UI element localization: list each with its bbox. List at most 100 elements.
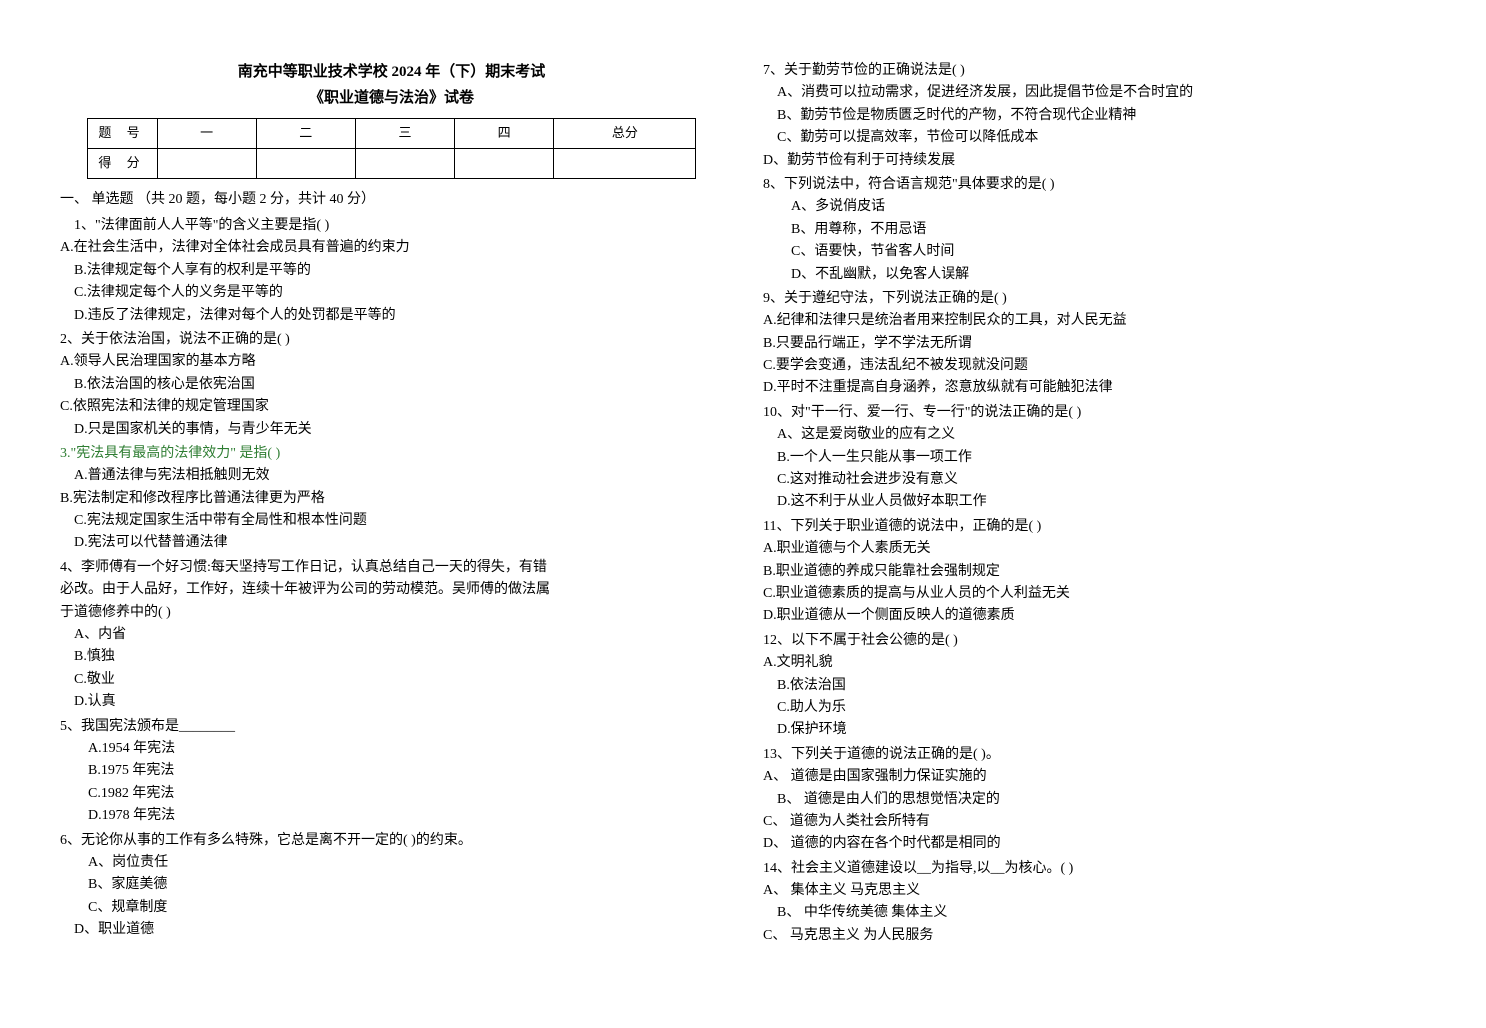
question-4: 4、李师傅有一个好习惯:每天坚持写工作日记，认真总结自己一天的得失，有错 必改。… (60, 557, 723, 714)
question-stem: 4、李师傅有一个好习惯:每天坚持写工作日记，认真总结自己一天的得失，有错 (60, 557, 723, 579)
option-b: B.依法治国的核心是依宪治国 (74, 374, 723, 396)
score-cell (455, 148, 554, 178)
option-a: A.职业道德与个人素质无关 (763, 538, 1426, 560)
option-a: A、消费可以拉动需求，促进经济发展，因此提倡节俭是不合时宜的 (777, 82, 1426, 104)
option-c: C、 马克思主义 为人民服务 (763, 925, 1426, 947)
question-stem: 8、下列说法中，符合语言规范"具体要求的是( ) (763, 174, 1426, 196)
question-13: 13、下列关于道德的说法正确的是( )。 A、 道德是由国家强制力保证实施的 B… (763, 744, 1426, 856)
option-d: D.违反了法律规定，法律对每个人的处罚都是平等的 (74, 305, 723, 327)
col-2: 二 (256, 119, 355, 149)
score-label: 题 号 (87, 119, 157, 149)
option-d: D、勤劳节俭有利于可持续发展 (763, 150, 1426, 172)
question-stem: 10、对"干一行、爱一行、专一行"的说法正确的是( ) (763, 402, 1426, 424)
option-d: D.这不利于从业人员做好本职工作 (777, 491, 1426, 513)
option-b: B.宪法制定和修改程序比普通法律更为严格 (60, 488, 723, 510)
question-stem: 12、以下不属于社会公德的是( ) (763, 630, 1426, 652)
question-stem: 5、我国宪法颁布是________ (60, 716, 723, 738)
question-stem: 6、无论你从事的工作有多么特殊，它总是离不开一定的( )的约束。 (60, 830, 723, 852)
question-stem: 9、关于遵纪守法，下列说法正确的是( ) (763, 288, 1426, 310)
question-14: 14、社会主义道德建设以__为指导,以__为核心。( ) A、 集体主义 马克思… (763, 858, 1426, 948)
exam-subtitle: 《职业道德与法治》试卷 (60, 86, 723, 110)
option-d: D、 道德的内容在各个时代都是相同的 (763, 833, 1426, 855)
question-5: 5、我国宪法颁布是________ A.1954 年宪法 B.1975 年宪法 … (60, 716, 723, 828)
col-3: 三 (355, 119, 454, 149)
question-stem: 3."宪法具有最高的法律效力" 是指( ) (60, 443, 723, 465)
col-4: 四 (455, 119, 554, 149)
option-c: C.要学会变通，违法乱纪不被发现就没问题 (763, 355, 1426, 377)
option-d: D.保护环境 (777, 719, 1426, 741)
option-d: D.1978 年宪法 (88, 805, 723, 827)
option-c: C、勤劳可以提高效率，节俭可以降低成本 (777, 127, 1426, 149)
option-a: A、岗位责任 (88, 852, 723, 874)
option-d: D、不乱幽默，以免客人误解 (791, 264, 1426, 286)
table-row: 题 号 一 二 三 四 总分 (87, 119, 696, 149)
option-a: A、 集体主义 马克思主义 (763, 880, 1426, 902)
option-a: A.在社会生活中，法律对全体社会成员具有普遍的约束力 (60, 237, 723, 259)
option-b: B.依法治国 (777, 675, 1426, 697)
option-d: D.职业道德从一个侧面反映人的道德素质 (763, 605, 1426, 627)
col-1: 一 (157, 119, 256, 149)
option-a: A、内省 (74, 624, 723, 646)
option-b: B.慎独 (74, 646, 723, 668)
option-a: A.文明礼貌 (763, 652, 1426, 674)
question-stem: 13、下列关于道德的说法正确的是( )。 (763, 744, 1426, 766)
option-a: A.领导人民治理国家的基本方略 (60, 351, 723, 373)
question-stem: 必改。由于人品好，工作好，连续十年被评为公司的劳动模范。吴师傅的做法属 (60, 579, 723, 601)
option-a: A.普通法律与宪法相抵触则无效 (74, 465, 723, 487)
question-2: 2、关于依法治国，说法不正确的是( ) A.领导人民治理国家的基本方略 B.依法… (60, 329, 723, 441)
question-8: 8、下列说法中，符合语言规范"具体要求的是( ) A、多说俏皮话 B、用尊称，不… (763, 174, 1426, 286)
option-c: C.敬业 (74, 669, 723, 691)
question-stem: 1、"法律面前人人平等"的含义主要是指( ) (74, 215, 723, 237)
option-a: A、这是爱岗敬业的应有之义 (777, 424, 1426, 446)
option-c: C、 道德为人类社会所特有 (763, 811, 1426, 833)
question-stem: 11、下列关于职业道德的说法中，正确的是( ) (763, 516, 1426, 538)
option-a: A.1954 年宪法 (88, 738, 723, 760)
question-1: 1、"法律面前人人平等"的含义主要是指( ) A.在社会生活中，法律对全体社会成… (60, 215, 723, 327)
option-b: B、 中华传统美德 集体主义 (777, 902, 1426, 924)
option-b: B、家庭美德 (88, 874, 723, 896)
option-c: C、规章制度 (88, 897, 723, 919)
question-12: 12、以下不属于社会公德的是( ) A.文明礼貌 B.依法治国 C.助人为乐 D… (763, 630, 1426, 742)
question-stem: 7、关于勤劳节俭的正确说法是( ) (763, 60, 1426, 82)
option-c: C.这对推动社会进步没有意义 (777, 469, 1426, 491)
option-b: B.职业道德的养成只能靠社会强制规定 (763, 561, 1426, 583)
option-c: C.助人为乐 (777, 697, 1426, 719)
question-11: 11、下列关于职业道德的说法中，正确的是( ) A.职业道德与个人素质无关 B.… (763, 516, 1426, 628)
score-cell (554, 148, 696, 178)
score-cell (157, 148, 256, 178)
option-d: D.认真 (74, 691, 723, 713)
score-label: 得 分 (87, 148, 157, 178)
table-row: 得 分 (87, 148, 696, 178)
option-b: B.1975 年宪法 (88, 760, 723, 782)
col-total: 总分 (554, 119, 696, 149)
highlight-text: 3."宪法具有最高的法律效力" 是指( ) (60, 446, 280, 461)
question-6: 6、无论你从事的工作有多么特殊，它总是离不开一定的( )的约束。 A、岗位责任 … (60, 830, 723, 942)
exam-title: 南充中等职业技术学校 2024 年（下）期末考试 (60, 60, 723, 84)
option-d: D.平时不注重提高自身涵养，恣意放纵就有可能触犯法律 (763, 377, 1426, 399)
score-table: 题 号 一 二 三 四 总分 得 分 (87, 118, 697, 179)
option-b: B.法律规定每个人享有的权利是平等的 (74, 260, 723, 282)
question-9: 9、关于遵纪守法，下列说法正确的是( ) A.纪律和法律只是统治者用来控制民众的… (763, 288, 1426, 400)
question-10: 10、对"干一行、爱一行、专一行"的说法正确的是( ) A、这是爱岗敬业的应有之… (763, 402, 1426, 514)
question-stem: 于道德修养中的( ) (60, 602, 723, 624)
option-c: C.职业道德素质的提高与从业人员的个人利益无关 (763, 583, 1426, 605)
option-c: C.1982 年宪法 (88, 783, 723, 805)
section-header: 一、 单选题 （共 20 题，每小题 2 分，共计 40 分） (60, 189, 723, 211)
question-stem: 14、社会主义道德建设以__为指导,以__为核心。( ) (763, 858, 1426, 880)
option-d: D.只是国家机关的事情，与青少年无关 (74, 419, 723, 441)
option-d: D.宪法可以代替普通法律 (74, 532, 723, 554)
option-b: B.一个人一生只能从事一项工作 (777, 447, 1426, 469)
question-7: 7、关于勤劳节俭的正确说法是( ) A、消费可以拉动需求，促进经济发展，因此提倡… (763, 60, 1426, 172)
option-d: D、职业道德 (74, 919, 723, 941)
option-a: A.纪律和法律只是统治者用来控制民众的工具，对人民无益 (763, 310, 1426, 332)
question-3: 3."宪法具有最高的法律效力" 是指( ) A.普通法律与宪法相抵触则无效 B.… (60, 443, 723, 555)
option-c: C.宪法规定国家生活中带有全局性和根本性问题 (74, 510, 723, 532)
option-b: B.只要品行端正，学不学法无所谓 (763, 333, 1426, 355)
option-a: A、多说俏皮话 (791, 196, 1426, 218)
option-a: A、 道德是由国家强制力保证实施的 (763, 766, 1426, 788)
option-b: B、用尊称，不用忌语 (791, 219, 1426, 241)
question-stem: 2、关于依法治国，说法不正确的是( ) (60, 329, 723, 351)
score-cell (256, 148, 355, 178)
option-c: C、语要快，节省客人时间 (791, 241, 1426, 263)
score-cell (355, 148, 454, 178)
